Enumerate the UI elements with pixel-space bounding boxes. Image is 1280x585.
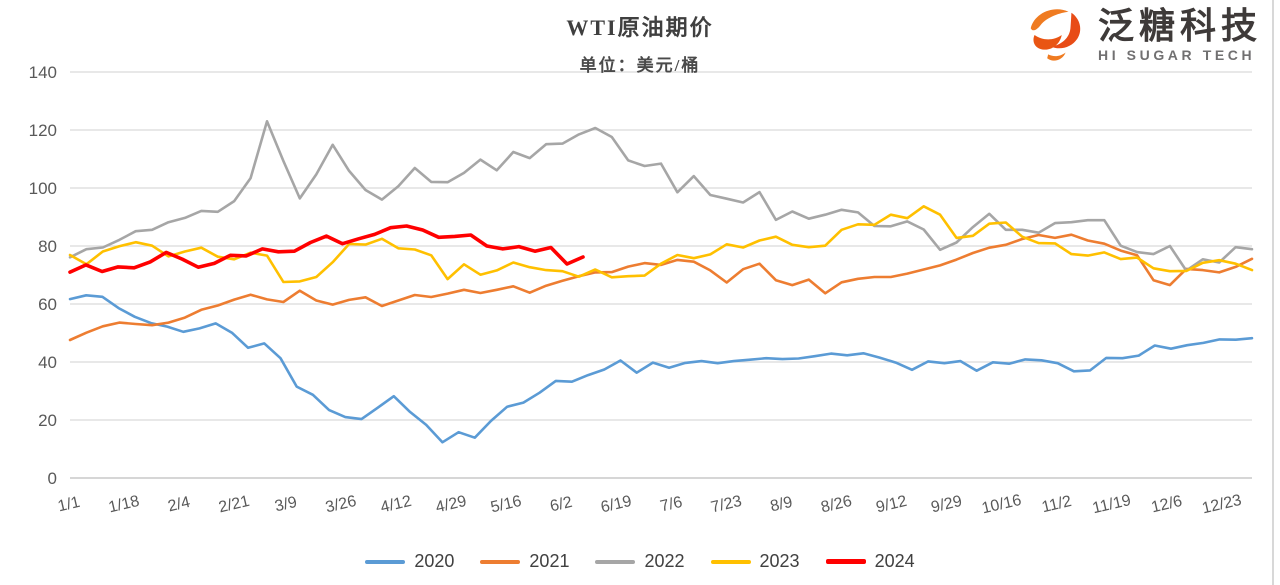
x-axis-label: 12/6 [1150,493,1184,517]
brand-name-english: HI SUGAR TECH [1097,46,1256,63]
legend-label-2021: 2021 [529,551,570,571]
chart-legend: 2020 2021 2022 2023 2024 [0,551,1280,572]
y-axis-label: 0 [48,469,57,488]
x-axis-label: 2/4 [166,494,192,516]
x-axis-label: 9/29 [929,493,963,517]
legend-label-2022: 2022 [644,551,685,571]
series-line-2023 [68,205,1254,284]
legend-label-2020: 2020 [414,551,455,571]
y-axis-label: 80 [38,237,57,256]
swirl-s-logo-icon [1030,9,1081,61]
x-axis-label: 7/23 [709,493,743,517]
x-axis-label: 1/18 [107,493,141,517]
legend-swatch-2023 [710,559,751,564]
x-axis-label: 11/2 [1040,493,1073,516]
x-axis-label: 8/9 [769,494,795,516]
legend-swatch-2024 [825,559,866,564]
legend-item-2024[interactable]: 2024 [825,551,915,572]
x-axis-label: 6/19 [599,493,633,517]
brand-logo: 泛糖科技 HI SUGAR TECH [1022,4,1262,66]
legend-label-2024: 2024 [874,551,915,571]
x-axis-label: 4/29 [434,493,468,517]
brand-name-chinese: 泛糖科技 [1097,5,1262,47]
x-axis-label: 11/19 [1091,492,1133,517]
x-axis-label: 3/9 [273,494,299,516]
x-axis-label: 3/26 [324,493,358,517]
legend-item-2020[interactable]: 2020 [365,551,454,572]
x-axis-label: 10/16 [980,492,1023,518]
series-line-2021 [68,233,1254,342]
legend-item-2021[interactable]: 2021 [480,551,569,572]
y-axis-label: 60 [38,295,57,314]
y-axis-label: 40 [38,353,57,372]
x-axis-label: 2/21 [217,493,251,517]
y-axis-label: 20 [38,411,57,430]
x-axis-label: 9/12 [874,493,908,517]
y-axis-label: 140 [29,63,57,82]
y-axis-label: 120 [29,121,57,140]
legend-swatch-2020 [365,559,406,564]
x-axis-label: 8/26 [819,493,853,517]
brand-text-block: 泛糖科技 HI SUGAR TECH [1098,7,1262,63]
window-edge-divider [1272,0,1274,585]
x-axis-label: 5/16 [489,493,523,517]
legend-item-2022[interactable]: 2022 [595,551,685,572]
series-line-2024 [68,224,585,274]
legend-swatch-2022 [595,559,636,564]
x-axis-label: 6/2 [548,494,574,516]
chart-canvas: 0 20 40 60 80 100 120 140 1/1 1/18 2/4 2/21 3/9 3/26 4… [29,63,1254,518]
x-axis-label: 4/12 [379,493,413,517]
x-axis-label: 1/1 [56,494,82,516]
y-axis-label: 100 [29,179,57,198]
x-axis-label: 7/6 [659,494,685,516]
series-line-2022 [68,120,1254,272]
legend-item-2023[interactable]: 2023 [710,551,800,572]
legend-label-2023: 2023 [759,551,800,571]
legend-swatch-2021 [480,559,521,564]
x-axis-label: 12/23 [1200,492,1243,518]
series-line-2020 [68,293,1254,444]
